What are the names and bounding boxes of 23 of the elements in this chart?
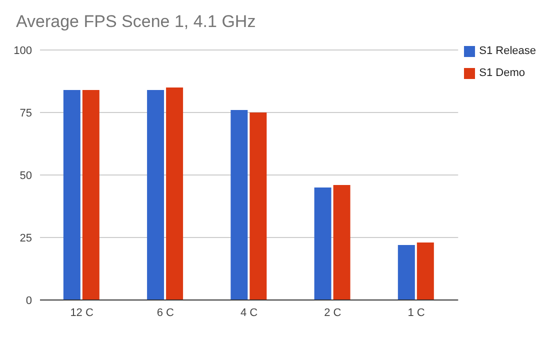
bar bbox=[416, 242, 434, 300]
bar bbox=[147, 90, 164, 300]
x-tick-label: 4 C bbox=[240, 306, 258, 319]
x-tick-label: 2 C bbox=[324, 306, 342, 319]
bar bbox=[250, 112, 267, 300]
x-tick-label: 12 C bbox=[70, 306, 94, 319]
chart-title: Average FPS Scene 1, 4.1 GHz bbox=[16, 12, 256, 32]
bar bbox=[63, 90, 80, 300]
y-tick-label: 25 bbox=[20, 232, 32, 244]
bar bbox=[230, 110, 248, 300]
y-tick-label: 100 bbox=[14, 44, 32, 57]
y-tick-label: 50 bbox=[20, 170, 32, 182]
bar bbox=[398, 245, 415, 300]
y-tick-label: 75 bbox=[20, 107, 32, 120]
x-tick-label: 6 C bbox=[156, 306, 174, 319]
bar bbox=[314, 188, 332, 300]
bar bbox=[166, 88, 184, 300]
bar bbox=[82, 90, 100, 300]
y-tick-label: 0 bbox=[26, 294, 32, 307]
x-tick-label: 1 C bbox=[408, 306, 425, 319]
legend-label: S1 Demo bbox=[479, 67, 525, 79]
bar bbox=[333, 185, 350, 300]
legend-label: S1 Release bbox=[479, 45, 536, 57]
